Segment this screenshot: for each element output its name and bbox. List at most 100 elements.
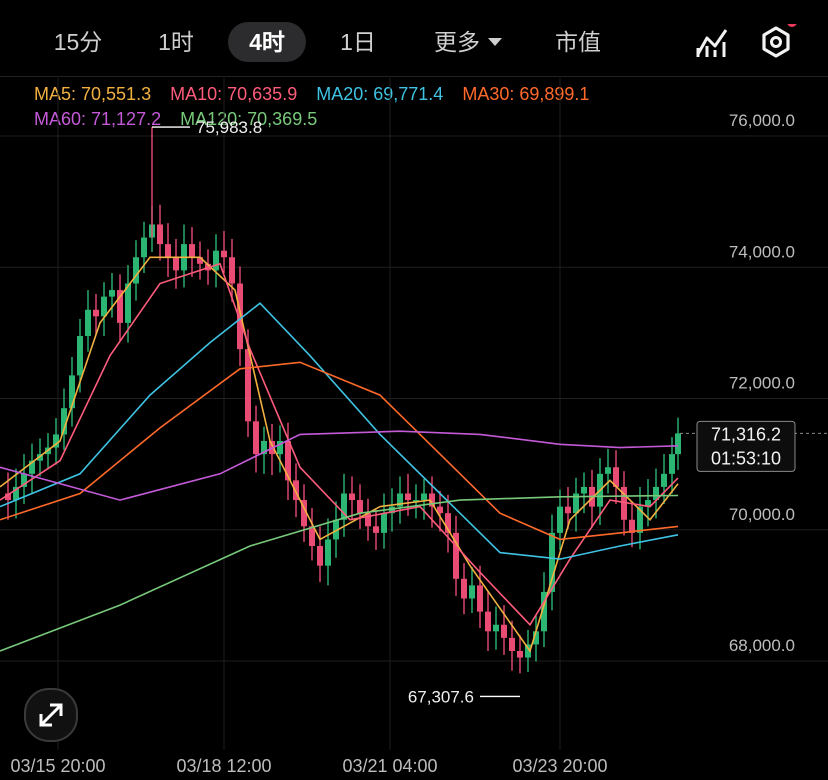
- candle-body: [605, 467, 611, 474]
- candle-body: [53, 434, 59, 448]
- candle-body: [341, 493, 347, 520]
- settings-hex-icon[interactable]: [758, 17, 797, 60]
- candle-body: [397, 493, 403, 507]
- y-tick-label: 70,000.0: [729, 505, 795, 524]
- ma5-legend: MA5: 70,551.3: [34, 84, 152, 104]
- tab-more-label: 更多: [434, 29, 480, 55]
- last-price-tag: [696, 420, 796, 472]
- candle-body: [69, 375, 75, 409]
- candle-body: [229, 257, 235, 284]
- candle-body: [637, 506, 643, 533]
- candle-body: [93, 309, 99, 317]
- candle-body: [189, 244, 195, 258]
- tab-1d[interactable]: 1日: [340, 29, 376, 55]
- ma30-legend: MA30: 69,899.1: [462, 84, 590, 104]
- candle-body: [221, 250, 227, 258]
- candle-body: [621, 486, 627, 520]
- ma20-legend: MA20: 69,771.4: [316, 84, 444, 104]
- expand-icon: [39, 703, 63, 727]
- candle-body: [277, 441, 283, 455]
- candle-body: [21, 473, 27, 487]
- y-tick-label: 68,000.0: [729, 636, 795, 655]
- candle-body: [301, 500, 307, 527]
- x-tick-label: 03/18 12:00: [176, 756, 271, 776]
- notification-dot: [787, 17, 797, 27]
- candle-body: [413, 500, 419, 503]
- x-tick-label: 03/23 20:00: [512, 756, 607, 776]
- last-price-value: 71,316.2: [711, 424, 781, 444]
- candle-body: [109, 290, 115, 297]
- tab-more[interactable]: 更多: [418, 22, 518, 62]
- candle-body: [405, 493, 411, 501]
- candle-body: [85, 309, 91, 336]
- candle-body: [557, 506, 563, 533]
- candle-body: [197, 257, 203, 264]
- candle-body: [613, 467, 619, 487]
- countdown-value: 01:53:10: [711, 448, 781, 468]
- candle-body: [13, 486, 19, 501]
- candle-body: [165, 244, 171, 258]
- indicator-chart-icon[interactable]: [694, 24, 730, 60]
- ma120-line: [0, 494, 679, 652]
- candle-body: [293, 480, 299, 501]
- candle-body: [141, 237, 147, 258]
- candle-body: [675, 433, 681, 455]
- candle-body: [453, 532, 459, 579]
- candle-body: [317, 546, 323, 566]
- candlestick-chart[interactable]: 76,000.0 74,000.0 72,000.0 70,000.0 68,000.0…: [0, 78, 828, 780]
- candle-body: [541, 591, 547, 632]
- ma20-line: [0, 302, 679, 560]
- ma10-line: [0, 262, 679, 627]
- candle-body: [445, 513, 451, 533]
- candle-body: [357, 500, 363, 514]
- candle-body: [661, 473, 667, 487]
- candle-body: [525, 644, 531, 658]
- tab-4h[interactable]: 4时: [228, 22, 306, 62]
- candle-body: [325, 539, 331, 566]
- candle-body: [517, 651, 523, 658]
- ma-legend-row1: MA5: 70,551.3 MA10: 70,635.9 MA20: 69,77…: [34, 84, 589, 105]
- candle-body: [285, 441, 291, 481]
- y-tick-label: 76,000.0: [729, 111, 795, 130]
- candle-body: [245, 349, 251, 422]
- candle-body: [309, 526, 315, 546]
- candle-body: [669, 454, 675, 474]
- candle-body: [653, 486, 659, 501]
- candle-body: [469, 585, 475, 599]
- candle-body: [501, 624, 507, 638]
- candle-body: [573, 493, 579, 514]
- candle-body: [125, 283, 131, 323]
- ma30-line: [0, 361, 679, 541]
- tab-1h[interactable]: 1时: [158, 29, 194, 55]
- candle-body: [61, 408, 67, 435]
- candle-body: [389, 506, 395, 514]
- candle-body: [29, 460, 35, 474]
- candle-body: [173, 257, 179, 271]
- x-tick-label: 03/15 20:00: [10, 756, 105, 776]
- timeframe-tabs: 15分 1时 4时 1日 更多 市值: [0, 0, 828, 82]
- tab-15m[interactable]: 15分: [53, 29, 103, 55]
- candle-body: [565, 506, 571, 514]
- high-marker-label: 75,983.8: [196, 118, 262, 137]
- x-tick-label: 03/21 04:00: [342, 756, 437, 776]
- candle-body: [485, 611, 491, 632]
- candle-body: [421, 493, 427, 501]
- header-divider: [0, 76, 828, 77]
- candle-body: [533, 631, 539, 645]
- tab-market-cap[interactable]: 市值: [555, 29, 601, 55]
- ma5-line: [0, 256, 679, 653]
- ma10-legend: MA10: 70,635.9: [170, 84, 298, 104]
- candle-body: [349, 493, 355, 501]
- ma120-legend: MA120: 70,369.5: [180, 109, 318, 129]
- candle-body: [261, 441, 267, 455]
- candle-body: [365, 513, 371, 527]
- candle-body: [157, 224, 163, 245]
- low-marker-label: 67,307.6: [408, 687, 474, 706]
- expand-button[interactable]: [24, 688, 78, 742]
- candle-body: [437, 506, 443, 514]
- candle-body: [549, 532, 555, 592]
- candle-body: [213, 250, 219, 271]
- candle-body: [477, 585, 483, 612]
- candle-body: [461, 578, 467, 599]
- candle-body: [101, 296, 107, 317]
